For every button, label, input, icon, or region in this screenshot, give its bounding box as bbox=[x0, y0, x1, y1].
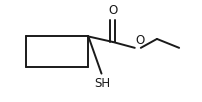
Text: SH: SH bbox=[94, 77, 110, 90]
Text: O: O bbox=[107, 4, 117, 17]
Text: O: O bbox=[135, 34, 144, 47]
